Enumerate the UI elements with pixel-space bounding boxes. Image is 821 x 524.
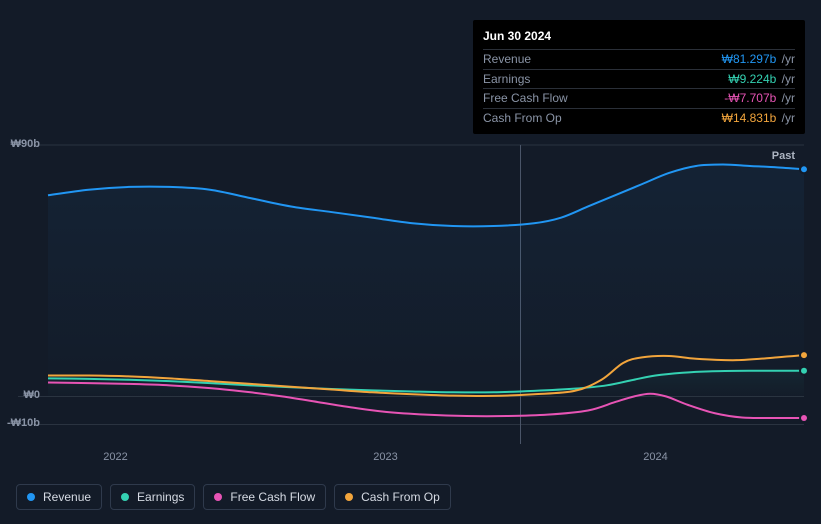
y-axis-label: ₩0 <box>0 389 40 401</box>
past-label: Past <box>772 150 795 162</box>
legend-item-fcf[interactable]: Free Cash Flow <box>203 484 326 510</box>
tooltip-row-unit: /yr <box>778 52 795 66</box>
legend-swatch <box>345 493 353 501</box>
tooltip-row-unit: /yr <box>778 72 795 86</box>
legend-label: Earnings <box>137 490 184 504</box>
tooltip-row-value: ₩9.224b /yr <box>728 71 795 88</box>
tooltip-row-unit: /yr <box>778 91 795 105</box>
tooltip-row-value: ₩14.831b /yr <box>722 110 795 127</box>
tooltip-row-label: Earnings <box>483 71 530 88</box>
legend-swatch <box>27 493 35 501</box>
tooltip-row-value: ₩81.297b /yr <box>722 51 795 68</box>
tooltip-row: Cash From Op ₩14.831b /yr <box>483 108 795 128</box>
tooltip-row-label: Free Cash Flow <box>483 90 568 107</box>
chart-legend: Revenue Earnings Free Cash Flow Cash From O… <box>16 484 451 510</box>
legend-label: Free Cash Flow <box>230 490 315 504</box>
tooltip-row-label: Revenue <box>483 51 531 68</box>
legend-swatch <box>121 493 129 501</box>
y-axis-label: ₩90b <box>0 138 40 150</box>
legend-item-revenue[interactable]: Revenue <box>16 484 102 510</box>
x-axis-label: 2023 <box>373 451 397 463</box>
legend-label: Cash From Op <box>361 490 440 504</box>
y-axis-label: -₩10b <box>0 417 40 429</box>
tooltip-row: Earnings ₩9.224b /yr <box>483 69 795 89</box>
tooltip-row: Free Cash Flow -₩7.707b /yr <box>483 88 795 108</box>
tooltip-row-value: -₩7.707b /yr <box>724 90 795 107</box>
tooltip-row-unit: /yr <box>778 111 795 125</box>
tooltip-row: Revenue ₩81.297b /yr <box>483 49 795 69</box>
chart-tooltip: Jun 30 2024 Revenue ₩81.297b /yr Earnings ₩… <box>473 20 805 134</box>
tooltip-date: Jun 30 2024 <box>483 26 795 49</box>
legend-label: Revenue <box>43 490 91 504</box>
legend-item-earnings[interactable]: Earnings <box>110 484 195 510</box>
legend-item-cash_from_op[interactable]: Cash From Op <box>334 484 451 510</box>
x-axis-label: 2022 <box>103 451 127 463</box>
legend-swatch <box>214 493 222 501</box>
tooltip-row-label: Cash From Op <box>483 110 562 127</box>
x-axis-label: 2024 <box>643 451 667 463</box>
